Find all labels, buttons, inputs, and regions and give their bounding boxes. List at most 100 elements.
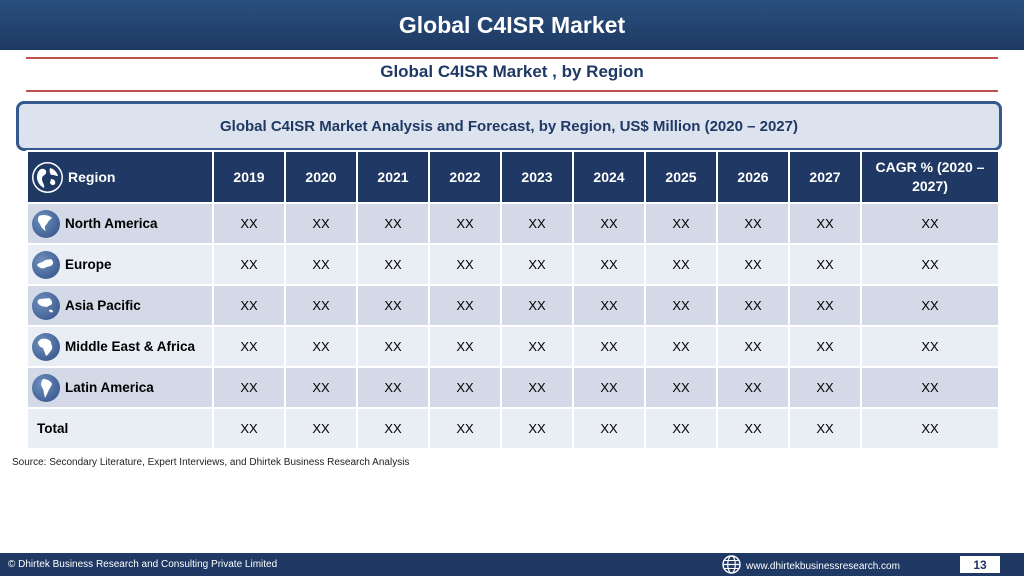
divider-bottom [26,90,998,92]
column-header-region: Region [26,150,214,204]
value-cell: XX [788,202,862,245]
globe-icon [32,161,63,193]
value-cell: XX [716,243,790,286]
value-cell: XX [284,202,358,245]
africa-icon [32,332,60,361]
value-cell: XX [356,243,430,286]
value-cell: XX [860,202,1000,245]
value-cell: XX [212,366,286,409]
column-header-cagr: CAGR % (2020 – 2027) [860,150,1000,204]
total-row: Total XX XX XX XX XX XX XX XX XX XX [26,407,1000,450]
column-header-2021: 2021 [356,150,430,204]
value-cell: XX [212,284,286,327]
region-cell: Middle East & Africa [26,325,214,368]
slide-title: Global C4ISR Market [398,11,626,38]
value-cell: XX [716,366,790,409]
copyright-text: © Dhirtek Business Research and Consulti… [8,559,278,570]
region-cell: North America [26,202,214,245]
value-cell: XX [716,202,790,245]
column-header-2025: 2025 [644,150,718,204]
total-value-cell: XX [212,407,286,450]
column-header-2022: 2022 [428,150,502,204]
value-cell: XX [788,325,862,368]
value-cell: XX [500,366,574,409]
website-url: www.dhirtekbusinessresearch.com [746,560,900,572]
value-cell: XX [788,284,862,327]
value-cell: XX [572,325,646,368]
region-cell: Europe [26,243,214,286]
value-cell: XX [644,366,718,409]
value-cell: XX [572,202,646,245]
value-cell: XX [716,284,790,327]
total-value-cell: XX [428,407,502,450]
asia-pacific-icon [32,291,60,320]
region-name: Europe [65,257,112,272]
value-cell: XX [212,325,286,368]
column-header-2024: 2024 [572,150,646,204]
region-name: Middle East & Africa [65,339,196,354]
table-row: North America XX XX XX XX XX XX XX XX XX XX [26,202,1000,245]
table-caption: Global C4ISR Market Analysis and Forecas… [220,117,798,135]
value-cell: XX [500,202,574,245]
value-cell: XX [860,325,1000,368]
column-header-2026: 2026 [716,150,790,204]
region-forecast-table: Region 2019 2020 2021 2022 2023 2024 202… [26,150,1000,450]
table-row: Asia Pacific XX XX XX XX XX XX XX XX XX XX [26,284,1000,327]
column-header-2023: 2023 [500,150,574,204]
value-cell: XX [284,325,358,368]
value-cell: XX [644,284,718,327]
region-cell: Asia Pacific [26,284,214,327]
value-cell: XX [500,284,574,327]
value-cell: XX [284,366,358,409]
column-header-2020: 2020 [284,150,358,204]
value-cell: XX [572,243,646,286]
value-cell: XX [860,366,1000,409]
divider-top [26,57,998,59]
value-cell: XX [860,243,1000,286]
value-cell: XX [644,325,718,368]
value-cell: XX [644,243,718,286]
value-cell: XX [572,284,646,327]
total-label-cell: Total [26,407,214,450]
value-cell: XX [788,366,862,409]
value-cell: XX [428,325,502,368]
value-cell: XX [356,202,430,245]
total-value-cell: XX [644,407,718,450]
value-cell: XX [428,202,502,245]
total-label: Total [37,421,69,436]
south-america-icon [32,373,60,402]
north-america-icon [32,209,60,238]
region-name: North America [65,216,158,231]
slide-subtitle: Global C4ISR Market , by Region [380,62,644,81]
region-name: Latin America [65,380,154,395]
value-cell: XX [644,202,718,245]
value-cell: XX [860,284,1000,327]
value-cell: XX [428,366,502,409]
column-header-label: Region [68,169,116,185]
value-cell: XX [284,243,358,286]
value-cell: XX [356,325,430,368]
value-cell: XX [356,284,430,327]
value-cell: XX [716,325,790,368]
total-value-cell: XX [284,407,358,450]
value-cell: XX [428,243,502,286]
web-globe-icon [722,555,741,577]
footer-bar: © Dhirtek Business Research and Consulti… [0,553,1024,576]
value-cell: XX [500,325,574,368]
value-cell: XX [788,243,862,286]
table-row: Middle East & Africa XX XX XX XX XX XX XX XX XX XX [26,325,1000,368]
total-value-cell: XX [860,407,1000,450]
total-value-cell: XX [500,407,574,450]
website-link[interactable]: www.dhirtekbusinessresearch.com [722,555,900,577]
total-value-cell: XX [572,407,646,450]
value-cell: XX [284,284,358,327]
value-cell: XX [212,202,286,245]
europe-icon [32,250,60,279]
total-value-cell: XX [788,407,862,450]
table-row: Latin America XX XX XX XX XX XX XX XX XX XX [26,366,1000,409]
table-caption-box: Global C4ISR Market Analysis and Forecas… [16,101,1002,151]
slide-title-bar: Global C4ISR Market [0,0,1024,50]
value-cell: XX [356,366,430,409]
value-cell: XX [572,366,646,409]
column-header-2027: 2027 [788,150,862,204]
